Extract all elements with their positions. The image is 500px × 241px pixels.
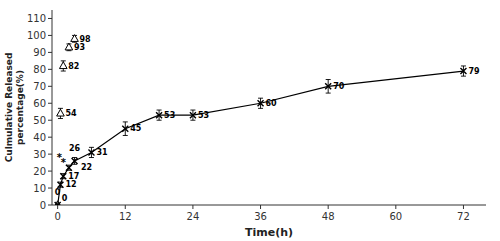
y-tick-label: 30	[33, 149, 46, 160]
y-axis-title: Culmulative Releasedpercentage(%)	[4, 53, 25, 163]
data-label: 82	[68, 62, 79, 71]
point-marker	[60, 173, 66, 179]
point-marker	[71, 35, 79, 42]
error-bar	[461, 66, 466, 76]
plot: 01020304050607080901001100122436486072**…	[27, 10, 486, 222]
y-axis-title-line: percentage(%)	[15, 70, 25, 145]
error-bar	[89, 147, 94, 157]
y-axis-title-line: Culmulative Released	[4, 53, 14, 163]
error-bar	[72, 158, 77, 165]
x-axis-line	[52, 205, 486, 206]
x-tick-label: 72	[457, 211, 470, 222]
x-tick	[125, 205, 126, 209]
point-marker	[57, 182, 63, 188]
data-label: 45	[130, 124, 142, 133]
x-tick-label: 0	[54, 211, 60, 222]
y-tick	[48, 86, 52, 87]
y-tick-label: 10	[33, 183, 46, 194]
y-axis-line	[52, 10, 53, 205]
data-label: 93	[74, 43, 85, 52]
y-tick	[48, 69, 52, 70]
point-marker	[156, 112, 162, 118]
series-line	[58, 71, 464, 205]
data-label: 31	[96, 148, 108, 157]
y-tick	[48, 137, 52, 138]
x-tick	[395, 205, 396, 209]
data-label: 22	[81, 163, 92, 172]
error-bar	[61, 174, 66, 179]
y-tick	[48, 120, 52, 121]
y-tick	[48, 205, 52, 206]
error-bar	[326, 80, 331, 94]
error-bar	[123, 122, 128, 136]
y-tick-label: 50	[33, 115, 46, 126]
point-marker	[59, 62, 67, 69]
error-bar	[58, 182, 63, 187]
x-tick	[192, 205, 193, 209]
y-tick	[48, 18, 52, 19]
point-marker	[57, 109, 65, 116]
y-tick-label: 80	[33, 64, 46, 75]
data-label: 12	[65, 180, 76, 189]
x-tick	[57, 205, 58, 209]
y-tick-label: 70	[33, 81, 46, 92]
x-tick	[328, 205, 329, 209]
y-tick	[48, 171, 52, 172]
y-tick-label: 100	[27, 30, 46, 41]
data-label: 0	[55, 188, 61, 197]
data-label: 0	[62, 194, 68, 203]
data-label: 53	[198, 111, 209, 120]
y-tick	[48, 103, 52, 104]
y-tick-label: 90	[33, 47, 46, 58]
x-tick-label: 60	[389, 211, 402, 222]
data-label: 17	[68, 172, 79, 181]
data-label: 54	[65, 109, 77, 118]
y-tick	[48, 154, 52, 155]
y-tick-label: 20	[33, 166, 46, 177]
point-marker	[72, 158, 78, 164]
data-label: 60	[266, 99, 278, 108]
data-label: 79	[468, 67, 480, 76]
y-tick-label: 110	[27, 13, 46, 24]
point-marker	[190, 112, 196, 118]
point-marker	[65, 43, 73, 50]
x-tick	[260, 205, 261, 209]
chart: 01020304050607080901001100122436486072**…	[0, 0, 500, 241]
point-marker	[88, 149, 94, 155]
y-tick	[48, 52, 52, 53]
labels: **05482939801217222631455353607079	[55, 35, 480, 203]
y-tick-label: 40	[33, 132, 46, 143]
error-bar	[258, 98, 263, 108]
error-bar	[66, 165, 71, 170]
x-axis-title: Time(h)	[245, 226, 293, 239]
data-label: 70	[333, 82, 345, 91]
data-label: 26	[69, 144, 81, 153]
point-marker	[258, 100, 264, 106]
point-marker	[122, 126, 128, 132]
y-tick	[48, 35, 52, 36]
data-label: 98	[80, 35, 92, 44]
x-tick-label: 12	[119, 211, 132, 222]
x-tick-label: 36	[254, 211, 267, 222]
y-tick	[48, 188, 52, 189]
point-marker	[66, 165, 72, 171]
annotation: *	[61, 157, 67, 168]
x-tick-label: 48	[322, 211, 335, 222]
marks	[54, 35, 467, 205]
x-tick-label: 24	[187, 211, 200, 222]
data-label: 53	[164, 111, 175, 120]
x-tick	[463, 205, 464, 209]
error-bar	[190, 110, 195, 120]
error-bar	[157, 110, 162, 120]
point-marker	[460, 68, 466, 74]
y-tick-label: 0	[40, 200, 46, 211]
point-marker	[55, 202, 61, 205]
point-marker	[325, 83, 331, 89]
y-tick-label: 60	[33, 98, 46, 109]
